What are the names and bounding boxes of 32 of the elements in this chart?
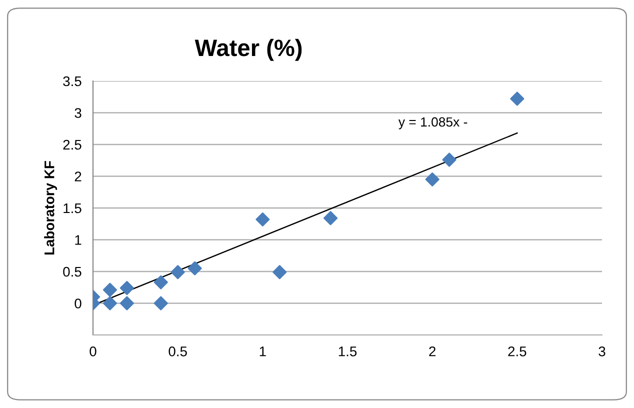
- y-tick-label: 2.5: [63, 140, 82, 150]
- point: [102, 296, 118, 310]
- y-tick-label: 3: [74, 108, 82, 118]
- point: [256, 212, 270, 226]
- x-tick-label: 1.5: [338, 346, 357, 356]
- y-tick-label: 0: [74, 298, 82, 308]
- x-tick-label: 0: [90, 346, 96, 356]
- point: [120, 280, 134, 296]
- point: [170, 265, 185, 280]
- y-tick-label: 1: [75, 235, 82, 245]
- x-tick-label: 2: [429, 346, 436, 356]
- x-tick-label: 1: [260, 346, 266, 356]
- y-tick-label: 0.5: [63, 266, 82, 277]
- x-tick-label: 3: [598, 346, 606, 356]
- point: [272, 265, 287, 280]
- point: [188, 261, 202, 276]
- point: [425, 172, 440, 186]
- point: [102, 282, 118, 297]
- point: [323, 211, 338, 226]
- point: [442, 152, 456, 167]
- annotation: y = 1.085x -: [398, 117, 468, 130]
- y-tick-label: 2: [74, 172, 82, 182]
- point: [154, 275, 168, 290]
- chart-title: Water (%): [194, 38, 302, 61]
- point: [154, 296, 168, 310]
- point: [510, 92, 524, 106]
- y-tick-label: 1.5: [64, 203, 82, 214]
- y-axis-title: Laboratory KF: [44, 161, 58, 255]
- y-tick-label: 3.5: [63, 76, 82, 86]
- point: [120, 296, 134, 310]
- x-tick-label: 2.5: [508, 346, 526, 356]
- x-tick-label: 0.5: [168, 346, 187, 356]
